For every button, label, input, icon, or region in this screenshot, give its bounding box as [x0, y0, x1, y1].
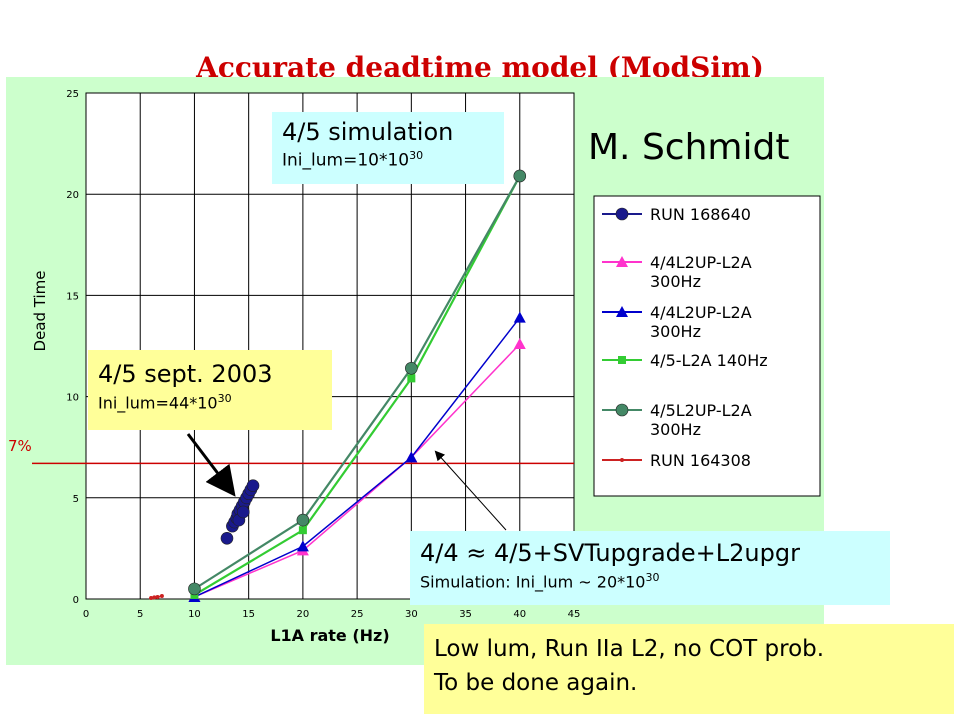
series-line-3 [193, 175, 521, 596]
y-tick-label: 10 [66, 393, 79, 404]
x-tick-label: 5 [137, 609, 143, 620]
arrow-sept2003 [186, 433, 236, 497]
legend-box [593, 195, 821, 497]
note-box: Low lum, Run IIa L2, no COT prob. To be … [424, 624, 954, 714]
data-point-s5 [149, 595, 154, 600]
upgrade-title: 4/4 ≈ 4/5+SVTupgrade+L2upgr [420, 539, 800, 567]
sim45-title: 4/5 simulation [282, 118, 454, 146]
author-label: M. Schmidt [588, 127, 790, 168]
data-point-s3 [407, 374, 416, 383]
sim45-box: 4/5 simulation Ini_lum=10*1030 [272, 112, 504, 184]
data-point-s4 [405, 361, 418, 375]
series-line-2 [194, 317, 521, 598]
sept2003-sub-exp: 30 [217, 392, 232, 405]
y-tick-label: 0 [73, 595, 79, 606]
legend-label-3: 4/5-L2A 140Hz [650, 351, 768, 370]
x-tick-label: 40 [513, 609, 526, 620]
upgrade-sub-text: Simulation: Ini_lum ~ 20*10 [420, 572, 646, 592]
data-point-s4 [188, 582, 201, 596]
legend-marker-2 [616, 306, 628, 317]
sept2003-box: 4/5 sept. 2003 Ini_lum=44*1030 [88, 350, 332, 430]
data-point-s5 [152, 595, 157, 600]
legend-label-4: 4/5L2UP-L2A 300Hz [650, 401, 752, 439]
data-point-s4 [513, 169, 527, 183]
data-point-s0 [220, 531, 234, 545]
data-point-s3 [298, 526, 307, 535]
sim45-sub-text: Ini_lum=10*10 [282, 150, 410, 171]
series-line-4 [193, 175, 521, 590]
sim45-sub: Ini_lum=10*1030 [272, 146, 504, 171]
legend-marker-4 [615, 403, 629, 417]
sept2003-title: 4/5 sept. 2003 [98, 360, 273, 388]
dead-time-chart: 0 5 10 15 20 25 30 35 40 45 0 5 10 15 20 25 L1A rate (Hz… [31, 89, 821, 645]
y-tick-label: 15 [66, 291, 79, 302]
note-line2: To be done again. [434, 670, 638, 696]
note-line1: Low lum, Run IIa L2, no COT prob. [434, 636, 825, 662]
legend-label-0: RUN 168640 [650, 205, 751, 224]
data-point-s5 [155, 594, 160, 599]
x-tick-label: 20 [297, 609, 310, 620]
x-tick-label: 0 [83, 609, 89, 620]
y-axis-label: Dead Time [31, 271, 49, 352]
y-tick-label: 20 [66, 190, 79, 201]
x-axis-label: L1A rate (Hz) [270, 626, 389, 645]
threshold-label: 7% [8, 437, 32, 455]
x-tick-label: 25 [351, 609, 364, 620]
sim45-sub-exp: 30 [409, 149, 424, 162]
x-tick-label: 45 [568, 609, 581, 620]
legend-marker-3 [618, 356, 626, 364]
upgrade-sub: Simulation: Ini_lum ~ 20*1030 [410, 567, 890, 591]
data-point-s4 [296, 513, 310, 527]
legend-marker-5 [620, 458, 624, 462]
x-tick-label: 35 [459, 609, 472, 620]
arrow-upgrade [434, 450, 507, 531]
data-point-s2 [513, 311, 526, 323]
upgrade-box: 4/4 ≈ 4/5+SVTupgrade+L2upgr Simulation: … [410, 531, 890, 605]
x-tick-label: 30 [405, 609, 418, 620]
series-line-1 [194, 343, 521, 598]
upgrade-sub-exp: 30 [645, 571, 660, 584]
data-point-s0 [236, 505, 250, 519]
legend-label-1: 4/4L2UP-L2A 300Hz [650, 253, 752, 291]
data-point-s1 [513, 337, 526, 349]
data-point-s2 [405, 451, 418, 463]
y-tick-label: 5 [73, 494, 79, 505]
legend-marker-0 [615, 207, 629, 221]
y-tick-label: 25 [66, 89, 79, 100]
legend-label-5: RUN 164308 [650, 451, 751, 470]
data-point-s5 [159, 593, 164, 598]
sept2003-sub: Ini_lum=44*1030 [88, 388, 332, 412]
x-tick-label: 10 [188, 609, 201, 620]
data-point-s2 [296, 540, 309, 552]
legend-marker-1 [616, 256, 628, 267]
data-point-s0 [246, 479, 260, 492]
x-tick-label: 15 [242, 609, 255, 620]
legend-label-2: 4/4L2UP-L2A 300Hz [650, 303, 752, 341]
sept2003-sub-text: Ini_lum=44*10 [98, 393, 218, 413]
